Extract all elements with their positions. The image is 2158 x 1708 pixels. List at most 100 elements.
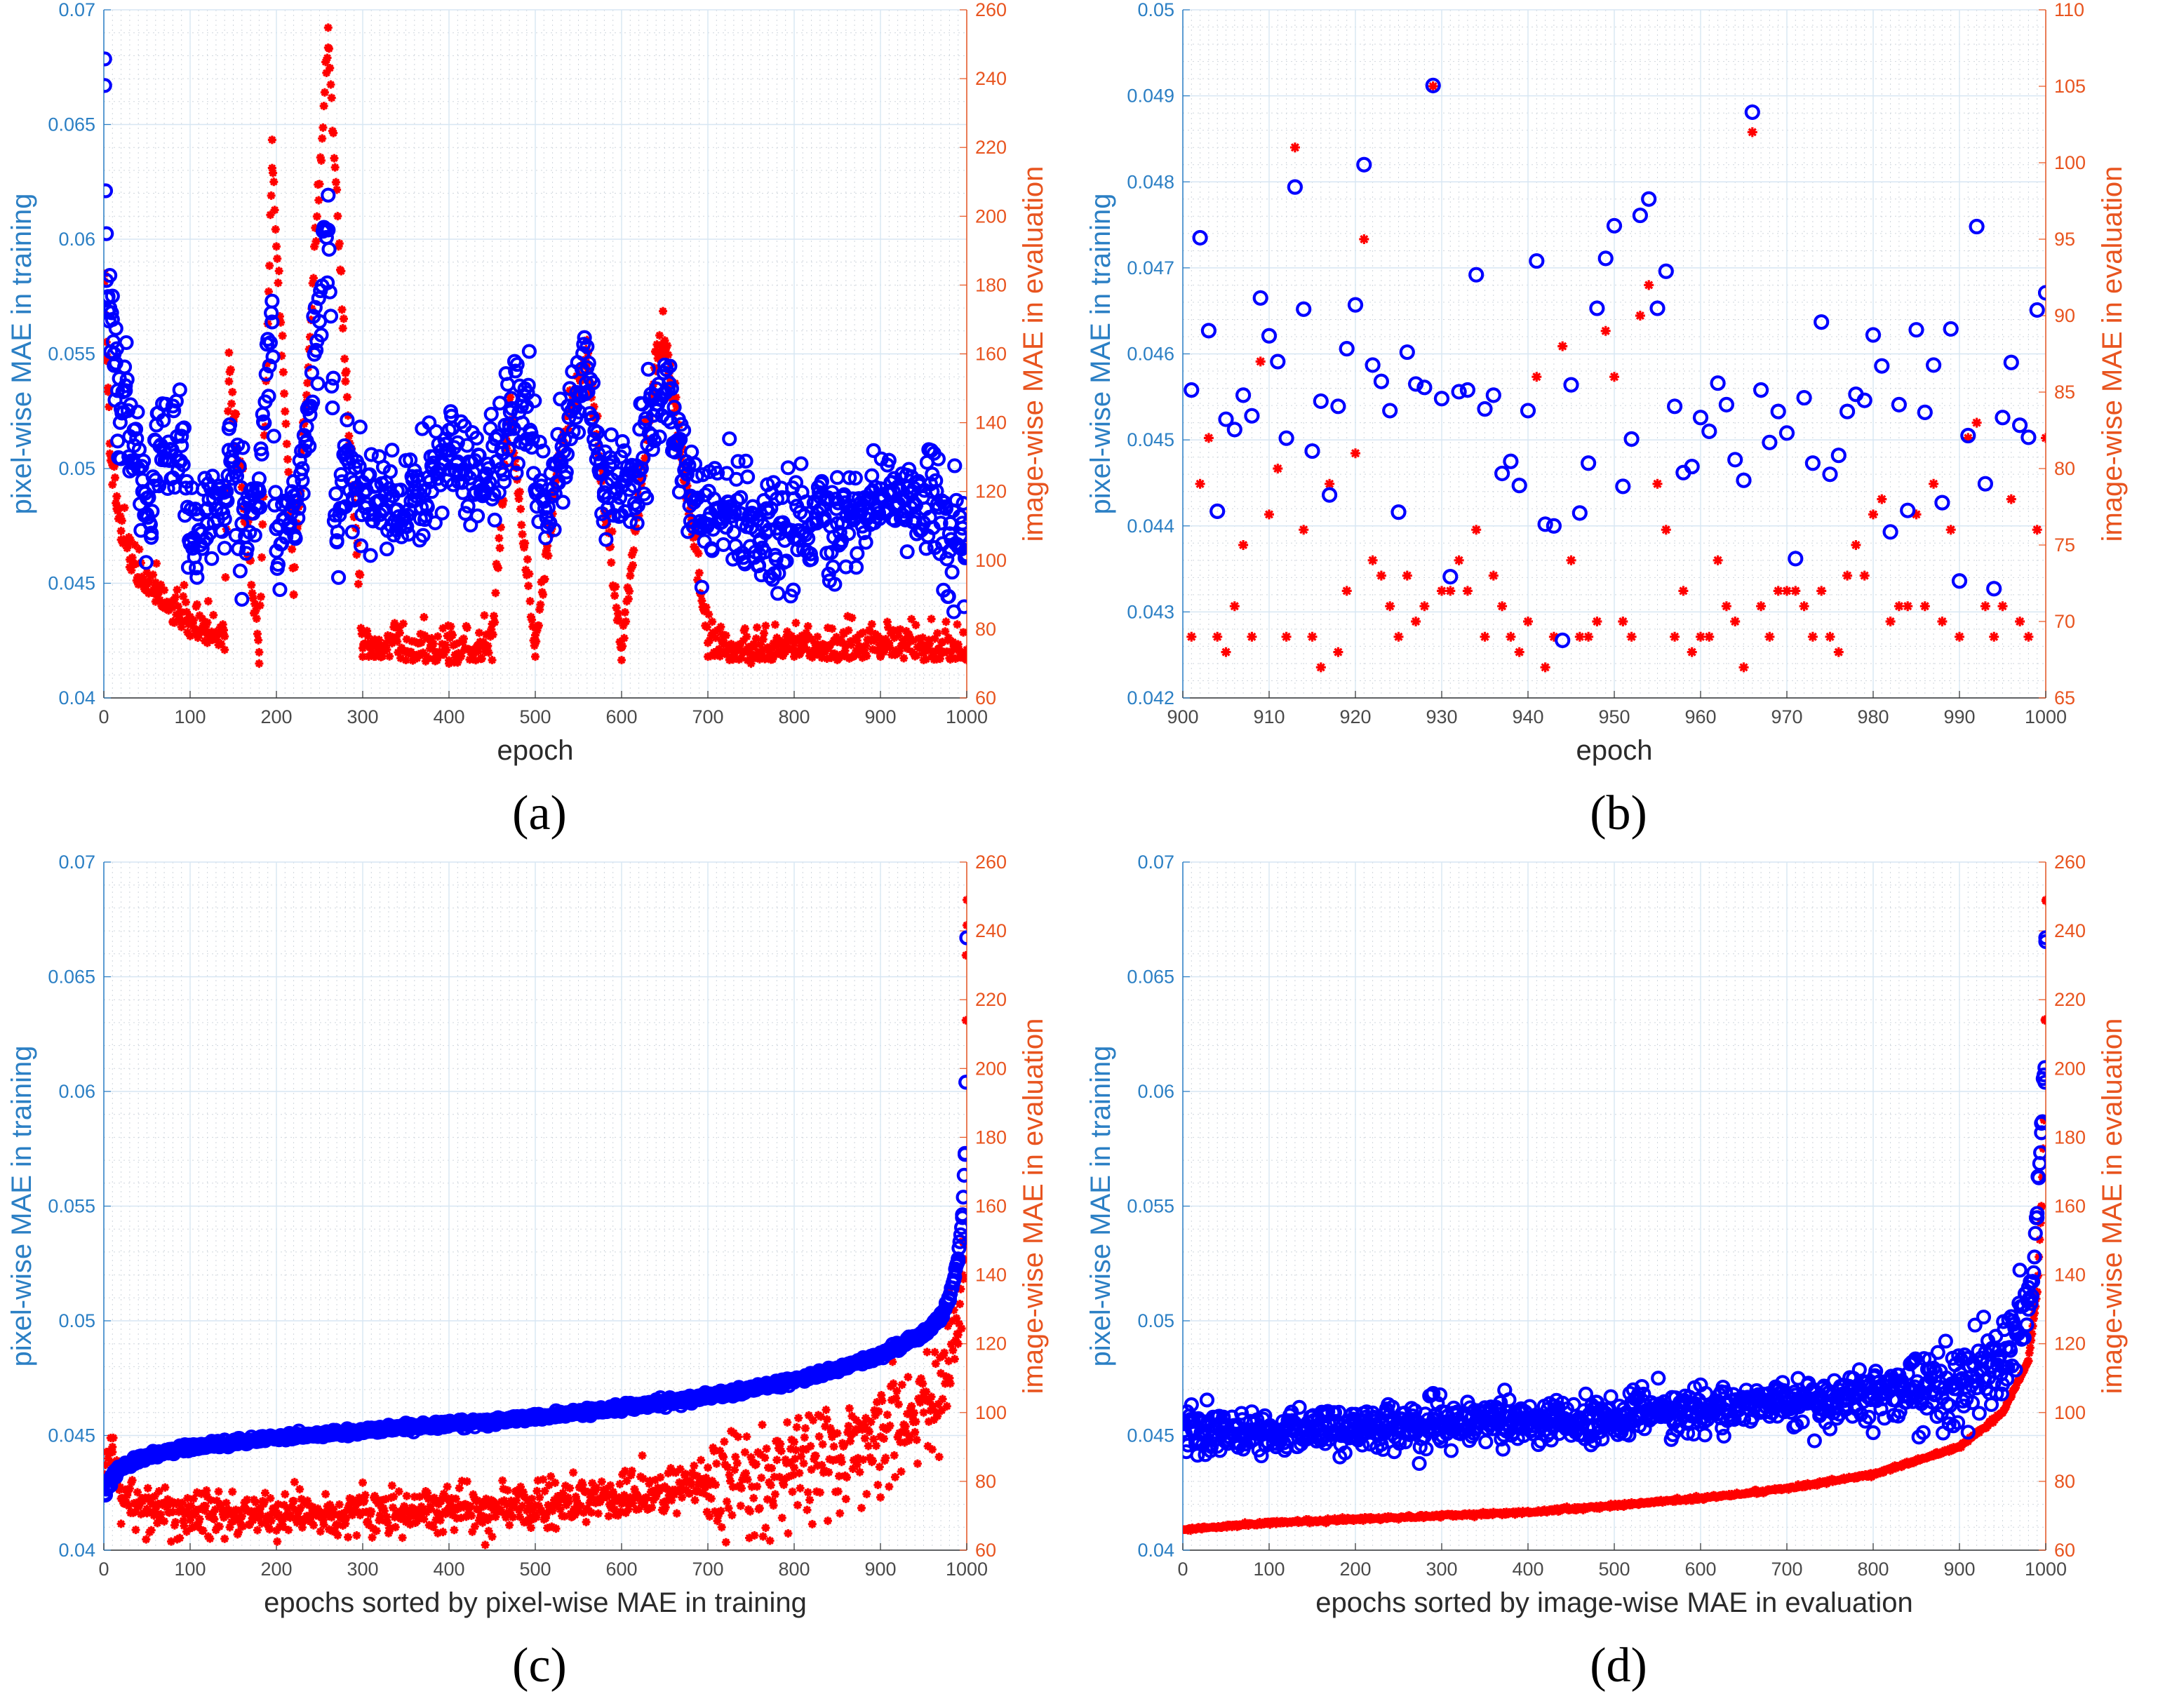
train-mae-point bbox=[769, 520, 785, 536]
eval-mae-point bbox=[560, 1512, 569, 1521]
train-mae-point bbox=[628, 500, 643, 516]
eval-mae-point bbox=[168, 1507, 177, 1517]
eval-mae-point bbox=[1488, 570, 1499, 581]
eval-mae-point bbox=[1351, 448, 1360, 459]
train-mae-point bbox=[200, 516, 215, 532]
y-right-tick-label: 60 bbox=[975, 687, 996, 708]
train-mae-point bbox=[329, 534, 344, 550]
eval-mae-point bbox=[523, 555, 532, 564]
train-mae-point bbox=[269, 1430, 284, 1446]
eval-mae-point bbox=[349, 512, 358, 521]
train-mae-point bbox=[104, 78, 112, 93]
eval-mae-point bbox=[689, 1471, 698, 1480]
eval-mae-point bbox=[890, 1451, 899, 1460]
eval-mae-point bbox=[251, 1498, 260, 1507]
eval-mae-point bbox=[1980, 601, 1990, 612]
train-mae-point bbox=[483, 406, 499, 422]
eval-mae-point bbox=[803, 645, 812, 654]
eval-mae-point bbox=[768, 1464, 777, 1473]
train-mae-point bbox=[941, 544, 958, 559]
train-mae-point bbox=[1814, 314, 1830, 330]
eval-mae-point bbox=[916, 1398, 925, 1407]
eval-mae-point bbox=[894, 631, 903, 640]
eval-mae-point bbox=[149, 1511, 159, 1520]
eval-mae-point bbox=[186, 631, 194, 640]
eval-mae-point bbox=[311, 237, 321, 246]
eval-mae-point bbox=[439, 1489, 448, 1498]
eval-mae-point bbox=[811, 645, 820, 654]
eval-mae-point bbox=[516, 1482, 525, 1491]
eval-mae-point bbox=[734, 1432, 743, 1441]
eval-mae-point bbox=[484, 648, 493, 657]
eval-mae-point bbox=[128, 1476, 137, 1485]
eval-mae-point bbox=[1592, 617, 1602, 626]
eval-mae-point bbox=[358, 652, 367, 661]
train-mae-point bbox=[1606, 217, 1623, 234]
train-mae-point bbox=[519, 399, 535, 415]
train-mae-point bbox=[694, 579, 709, 595]
train-mae-point bbox=[114, 1460, 129, 1475]
eval-mae-point bbox=[286, 1511, 295, 1520]
eval-mae-point bbox=[807, 1519, 817, 1528]
eval-mae-point bbox=[221, 573, 230, 582]
train-mae-point bbox=[1752, 382, 1769, 398]
eval-mae-point bbox=[131, 559, 140, 568]
eval-mae-point bbox=[898, 1427, 907, 1436]
eval-mae-point bbox=[486, 1502, 495, 1512]
eval-mae-point bbox=[485, 1513, 494, 1522]
eval-mae-point bbox=[1989, 631, 1999, 642]
eval-mae-point bbox=[927, 1392, 936, 1401]
y-axis-left-label: pixel-wise MAE in training bbox=[1085, 194, 1116, 515]
eval-mae-point bbox=[164, 606, 173, 615]
eval-mae-point bbox=[1506, 631, 1516, 642]
eval-mae-point bbox=[578, 1480, 587, 1489]
eval-mae-point bbox=[243, 1495, 252, 1504]
eval-mae-point bbox=[492, 1499, 501, 1508]
train-mae-point bbox=[866, 443, 881, 458]
eval-mae-point bbox=[649, 1495, 658, 1505]
eval-mae-point bbox=[1325, 478, 1335, 489]
train-mae-point bbox=[379, 541, 395, 557]
train-mae-point bbox=[258, 366, 274, 382]
eval-mae-point bbox=[275, 312, 284, 321]
eval-mae-point bbox=[202, 1486, 211, 1495]
eval-mae-point bbox=[911, 621, 920, 630]
eval-mae-point bbox=[153, 591, 162, 600]
eval-mae-point bbox=[116, 535, 126, 544]
eval-mae-point bbox=[789, 645, 798, 654]
train-mae-point bbox=[899, 544, 915, 560]
eval-mae-point bbox=[434, 1528, 443, 1538]
eval-mae-point bbox=[424, 1494, 433, 1503]
eval-mae-point bbox=[875, 640, 884, 650]
train-mae-point bbox=[704, 543, 720, 558]
eval-mae-point bbox=[702, 603, 711, 612]
eval-mae-point bbox=[333, 1520, 342, 1529]
train-mae-point bbox=[264, 314, 280, 330]
eval-mae-point bbox=[385, 652, 394, 661]
eval-mae-point bbox=[201, 622, 210, 631]
eval-mae-point bbox=[818, 1440, 827, 1449]
eval-mae-point bbox=[199, 1526, 208, 1535]
eval-mae-point bbox=[829, 636, 838, 645]
eval-mae-point bbox=[445, 1505, 453, 1514]
eval-mae-point bbox=[1195, 478, 1205, 489]
eval-mae-point bbox=[323, 1512, 333, 1521]
eval-mae-point bbox=[826, 653, 836, 662]
eval-mae-point bbox=[803, 1505, 812, 1514]
y-right-tick-label: 70 bbox=[2054, 611, 2075, 632]
eval-mae-point bbox=[1480, 631, 1490, 642]
eval-mae-point bbox=[899, 654, 909, 663]
train-mae-point bbox=[838, 559, 854, 574]
train-mae-point bbox=[1339, 341, 1355, 357]
eval-mae-point bbox=[554, 1500, 563, 1509]
train-mae-point bbox=[585, 375, 601, 391]
eval-mae-point bbox=[1963, 433, 1973, 443]
eval-mae-point bbox=[608, 527, 617, 536]
train-mae-point bbox=[957, 1145, 967, 1161]
eval-mae-point bbox=[713, 626, 722, 635]
train-mae-point bbox=[947, 458, 963, 473]
y-left-tick-label: 0.04 bbox=[58, 687, 95, 708]
train-mae-point bbox=[2003, 354, 2019, 370]
train-mae-point bbox=[615, 433, 630, 450]
eval-mae-point bbox=[517, 520, 526, 530]
